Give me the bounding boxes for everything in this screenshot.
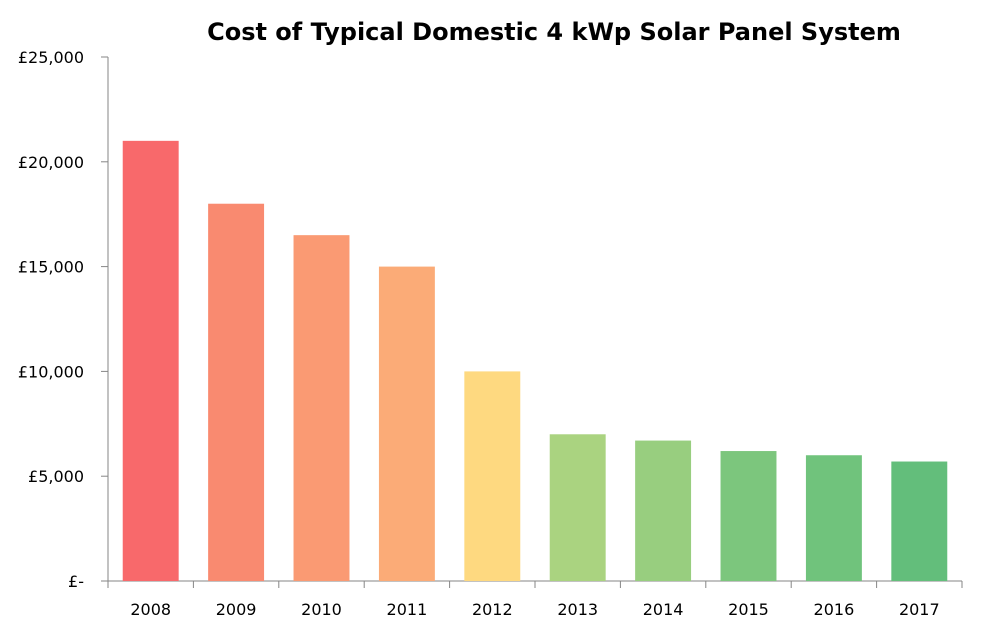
bar-2011 (378, 266, 435, 581)
x-tick-label: 2008 (130, 600, 171, 619)
y-tick-label: £20,000 (18, 153, 84, 172)
bar-2016 (805, 455, 862, 581)
bar-2010 (293, 235, 350, 581)
x-tick-label: 2017 (899, 600, 940, 619)
x-tick-label: 2015 (728, 600, 769, 619)
bar-2015 (720, 451, 777, 581)
y-tick-label: £15,000 (18, 258, 84, 277)
y-tick-label: £10,000 (18, 362, 84, 381)
x-tick-label: 2016 (814, 600, 855, 619)
x-tick-label: 2010 (301, 600, 342, 619)
y-tick-label: £- (68, 572, 84, 591)
y-tick-label: £25,000 (18, 48, 84, 67)
bar-2014 (635, 440, 692, 581)
bar-2017 (891, 461, 948, 581)
bars (122, 140, 948, 581)
x-tick-label: 2013 (557, 600, 598, 619)
bar-2013 (549, 434, 606, 581)
y-axis: £- £5,000 £10,000 £15,000 £20,000 £25,000 (18, 48, 109, 591)
chart-title: Cost of Typical Domestic 4 kWp Solar Pan… (207, 18, 901, 46)
bar-2012 (464, 371, 521, 581)
x-tick-label: 2009 (216, 600, 257, 619)
x-tick-label: 2012 (472, 600, 513, 619)
x-tick-label: 2014 (643, 600, 684, 619)
bar-2008 (122, 140, 179, 581)
y-tick-label: £5,000 (28, 467, 84, 486)
x-tick-label: 2011 (387, 600, 428, 619)
bar-2009 (208, 203, 265, 581)
x-axis: 2008 2009 2010 2011 2012 2013 2014 2015 2016 2017 (101, 580, 963, 619)
